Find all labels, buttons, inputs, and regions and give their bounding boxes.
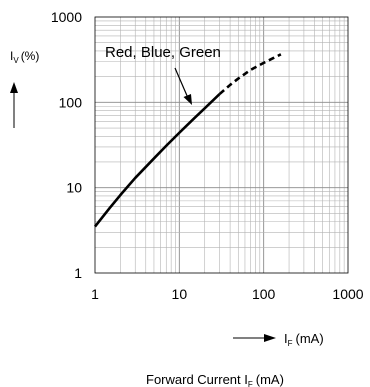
series-layer — [93, 53, 282, 228]
x-tick-label: 1 — [91, 286, 99, 302]
x-axis-label: IF (mA) — [284, 331, 324, 348]
plot-frame — [94, 16, 349, 274]
series-line-dashed — [218, 53, 282, 96]
x-tick-label: 10 — [172, 286, 188, 302]
grid — [95, 17, 348, 273]
x-tick-label: 1000 — [332, 286, 363, 302]
y-axis-label: IV (%) — [10, 49, 39, 65]
annotation-arrow — [174, 67, 189, 99]
chart-subtitle: Forward Current IF (mA) — [146, 372, 284, 387]
annotation-label: Red, Blue, Green — [105, 44, 221, 61]
annotation-arrowhead — [183, 94, 192, 105]
y-tick-labels: 1 10 100 1000 — [51, 9, 82, 281]
series-line-solid — [93, 93, 221, 228]
y-tick-label: 10 — [66, 180, 82, 196]
y-tick-label: 1000 — [51, 9, 82, 25]
x-axis-arrow — [264, 334, 276, 342]
y-tick-label: 100 — [59, 94, 83, 110]
y-tick-label: 1 — [74, 265, 82, 281]
x-tick-labels: 1 10 100 1000 — [91, 286, 364, 302]
y-axis-arrow — [10, 82, 18, 93]
x-tick-label: 100 — [252, 286, 276, 302]
